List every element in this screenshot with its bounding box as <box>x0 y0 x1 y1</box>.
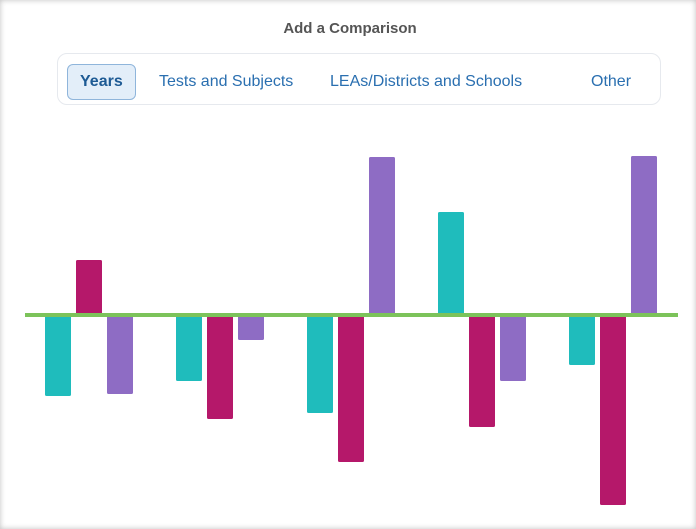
bar <box>238 315 264 340</box>
bar <box>469 315 495 427</box>
bar <box>107 315 133 394</box>
bar <box>207 315 233 419</box>
bar <box>600 315 626 505</box>
bar <box>307 315 333 413</box>
bar <box>338 315 364 462</box>
bar <box>369 157 395 315</box>
bar <box>176 315 202 381</box>
tab[interactable]: LEAs/Districts and Schools <box>330 73 523 90</box>
tab[interactable]: Years <box>67 64 136 100</box>
bar <box>631 156 657 315</box>
bar <box>500 315 526 381</box>
tab[interactable]: Other <box>591 73 632 90</box>
tab-bar: Years Tests and Subjects LEAs/Districts an… <box>57 53 661 105</box>
bar <box>569 315 595 365</box>
bar <box>438 212 464 315</box>
panel-title: Add a Comparison <box>283 20 417 37</box>
bar <box>45 315 71 396</box>
tab[interactable]: Tests and Subjects <box>159 73 294 90</box>
bar <box>76 260 102 315</box>
